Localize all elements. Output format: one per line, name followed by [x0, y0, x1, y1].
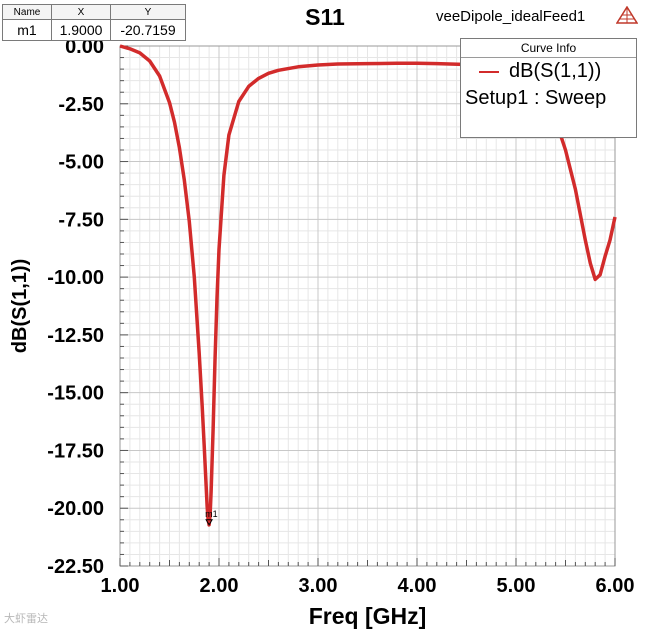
y-axis-label: dB(S(1,1))	[9, 259, 31, 353]
x-tick-label: 5.00	[497, 575, 536, 597]
tick-labels: 1.00 2.00 3.00 4.00 5.00 6.00 0.00 -2.50 -5.00 -7…	[47, 36, 634, 597]
y-tick-label: -20.00	[47, 498, 104, 520]
curve-info-legend[interactable]: Curve Info dB(S(1,1)) Setup1 : Sweep	[460, 38, 637, 138]
watermark: 大虾雷达	[4, 613, 48, 625]
x-tick-label: 2.00	[200, 575, 239, 597]
marker-triangle-icon[interactable]	[205, 519, 213, 526]
minor-gridlines	[120, 46, 615, 566]
legend-setup-label: Setup1 : Sweep	[465, 87, 607, 109]
y-tick-label: -2.50	[58, 94, 104, 116]
marker-y-cell: -20.7159	[110, 19, 186, 41]
marker-col-x: X	[51, 4, 111, 20]
y-tick-label: -15.00	[47, 383, 104, 405]
marker-table[interactable]: Name X Y m1 1.9000 -20.7159	[2, 4, 186, 41]
marker-col-name: Name	[2, 4, 52, 20]
legend-entry[interactable]: dB(S(1,1))	[461, 58, 636, 86]
y-tick-label: 0.00	[65, 36, 104, 58]
marker-x-cell: 1.9000	[51, 19, 111, 41]
y-tick-label: -10.00	[47, 267, 104, 289]
marker-label: m1	[205, 509, 218, 519]
y-tick-label: -22.50	[47, 556, 104, 578]
x-axis-label: Freq [GHz]	[309, 603, 427, 629]
axis-ticks	[119, 45, 616, 567]
ansys-logo-icon	[616, 6, 638, 24]
marker-name-cell: m1	[2, 19, 52, 41]
x-tick-label: 1.00	[101, 575, 140, 597]
legend-curve-label: dB(S(1,1))	[509, 60, 602, 82]
x-tick-label: 6.00	[596, 575, 635, 597]
marker-col-y: Y	[110, 4, 186, 20]
y-tick-label: -7.50	[58, 209, 104, 231]
x-tick-label: 4.00	[398, 575, 437, 597]
marker-row[interactable]: m1 1.9000 -20.7159	[2, 19, 186, 41]
design-name: veeDipole_idealFeed1	[436, 8, 586, 25]
marker-layer: m1	[205, 509, 218, 526]
legend-line-swatch	[479, 71, 499, 73]
y-tick-label: -5.00	[58, 152, 104, 174]
chart-title: S11	[305, 4, 345, 30]
x-tick-label: 3.00	[299, 575, 338, 597]
y-tick-label: -12.50	[47, 325, 104, 347]
legend-header: Curve Info	[461, 39, 636, 58]
y-tick-label: -17.50	[47, 440, 104, 462]
